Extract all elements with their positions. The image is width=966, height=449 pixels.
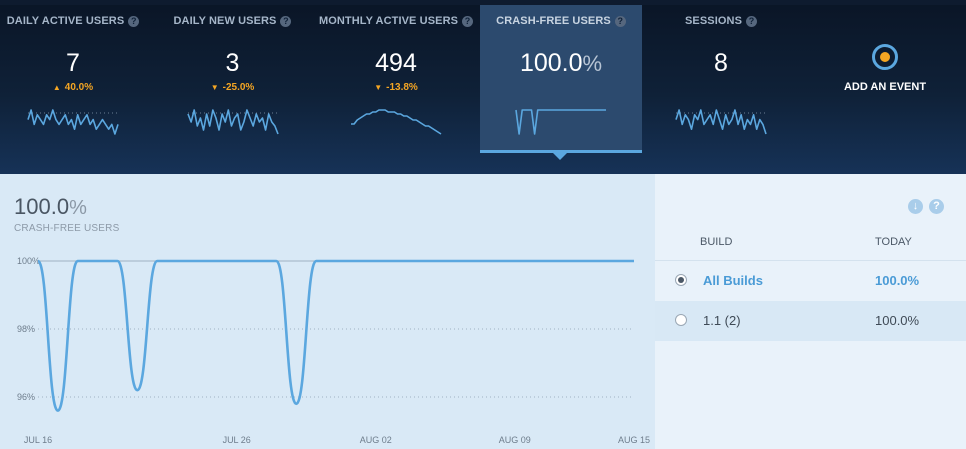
metric-crash-free-users[interactable]: CRASH-FREE USERS? 100.0% [480,5,642,153]
download-icon[interactable]: ↓ [908,199,923,214]
x-tick-label: AUG 02 [360,435,392,445]
chart-panel: 100.0% CRASH-FREE USERS 100% 98% 96% JUL 16… [0,174,655,449]
x-tick-label: AUG 09 [499,435,531,445]
metrics-bar: DAILY ACTIVE USERS? 7 ▲ 40.0% DAILY NEW U… [0,0,966,174]
arrow-up-icon: ▲ [52,83,61,92]
chart-caption: CRASH-FREE USERS [14,223,120,234]
radio-button[interactable] [675,274,687,286]
target-ring-icon [872,44,898,70]
y-tick-label: 98% [17,324,35,334]
sparkline [351,109,442,135]
help-circle-icon[interactable]: ? [746,16,758,27]
sparkline [675,109,767,135]
help-circle-icon[interactable]: ? [280,16,292,27]
radio-button[interactable] [675,314,687,326]
crash-free-series-line [36,259,634,412]
metric-label: SESSIONS [684,15,743,27]
builds-panel: ↓? BUILD TODAY All Builds 100.0% 1.1 (2)… [655,174,966,449]
add-event-label: ADD AN EVENT [843,81,927,93]
sparkline-path [515,109,606,135]
metric-value: 100.0 [519,49,583,77]
table-row[interactable]: All Builds 100.0% [655,261,966,301]
x-tick-label: AUG 15 [618,435,650,445]
metric-sessions[interactable]: SESSIONS? 8 [660,5,782,153]
help-circle-icon[interactable]: ? [929,199,944,214]
sparkline-path [27,109,119,135]
arrow-down-icon: ▼ [374,83,383,92]
sparkline-path [351,109,442,135]
metric-delta: -25.0% [222,82,255,93]
metric-daily-new-users[interactable]: DAILY NEW USERS? 3 ▼ -25.0% [167,5,298,153]
column-header-build: BUILD [700,236,733,248]
chart-value: 100.0 [14,194,70,219]
sparkline-path [186,109,279,135]
metric-label: DAILY NEW USERS [173,15,277,27]
crash-free-users-chart: 100% 98% 96% JUL 16 JUL 26 AUG 02 AUG 09 AUG 15 [17,256,650,445]
sparkline [186,109,279,135]
column-header-today: TODAY [875,236,912,248]
divider [655,260,966,261]
build-name[interactable]: 1.1 (2) [703,313,741,328]
build-name[interactable]: All Builds [703,273,763,288]
sparkline-path [675,109,767,135]
metric-monthly-active-users[interactable]: MONTHLY ACTIVE USERS? 494 ▼ -13.8% [318,5,474,153]
sparkline [515,109,606,135]
metric-daily-active-users[interactable]: DAILY ACTIVE USERS? 7 ▲ 40.0% [0,5,146,153]
chart-value-unit: % [69,197,87,219]
metric-label: CRASH-FREE USERS [496,15,611,27]
metric-label: DAILY ACTIVE USERS [6,15,125,27]
y-tick-label: 96% [17,392,35,402]
help-circle-icon[interactable]: ? [614,16,626,27]
build-today-value: 100.0% [875,273,920,288]
table-row[interactable]: 1.1 (2) 100.0% [655,301,966,341]
metric-value: 494 [375,49,417,77]
help-circle-icon[interactable]: ? [128,16,140,27]
y-tick-label: 100% [17,256,40,266]
sparkline [27,109,119,135]
metric-delta: 40.0% [64,82,94,93]
x-tick-label: JUL 16 [24,435,52,445]
metric-unit: % [582,51,603,76]
add-event-button[interactable]: ADD AN EVENT [835,44,935,93]
metric-value: 8 [714,49,728,77]
metric-value: 7 [66,49,80,77]
metric-delta: -13.8% [386,82,418,93]
build-today-value: 100.0% [875,313,920,328]
metric-label: MONTHLY ACTIVE USERS [318,15,459,27]
metric-value: 3 [225,49,240,77]
selected-caret-icon [553,153,567,160]
help-circle-icon[interactable]: ? [462,16,474,27]
arrow-down-icon: ▼ [210,83,219,92]
x-tick-label: JUL 26 [223,435,251,445]
